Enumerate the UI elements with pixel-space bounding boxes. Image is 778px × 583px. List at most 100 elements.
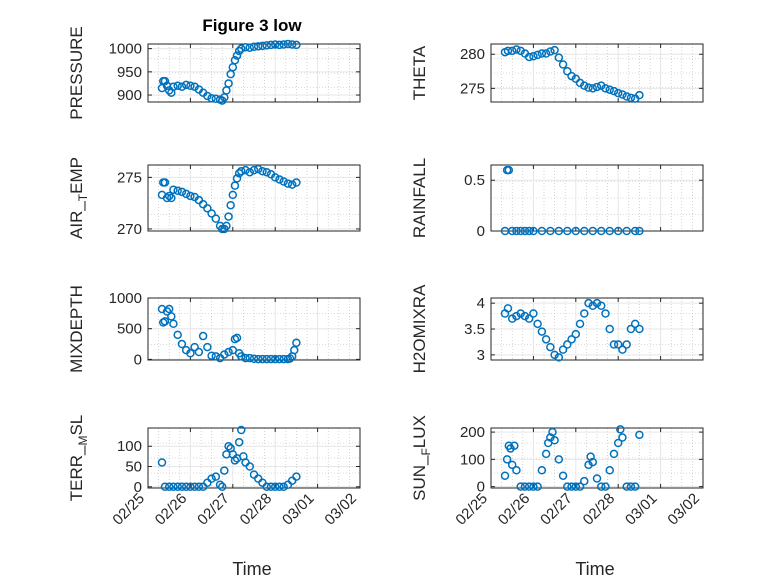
- data-point: [222, 221, 231, 231]
- data-point: [609, 340, 619, 349]
- y-tick-label: 0: [477, 479, 485, 496]
- data-point: [207, 351, 216, 360]
- x-tick-label: 02/28: [580, 490, 619, 529]
- y-tick-label: 3: [477, 347, 485, 364]
- data-point: [622, 482, 631, 491]
- data-point: [616, 425, 625, 434]
- data-point: [215, 480, 225, 490]
- data-point: [211, 472, 221, 481]
- data-point: [287, 476, 297, 485]
- data-point: [537, 49, 547, 58]
- data-point: [292, 178, 301, 187]
- x-tick-label: 02/25: [109, 490, 148, 529]
- data-point: [529, 52, 538, 61]
- data-point: [194, 347, 204, 357]
- data-point: [503, 304, 513, 313]
- data-point: [580, 309, 589, 318]
- axes-box: [490, 427, 704, 489]
- data-point: [177, 339, 187, 349]
- data-point: [613, 340, 623, 349]
- data-point: [224, 79, 233, 88]
- figure-title: Figure 3 low: [202, 16, 302, 35]
- data-point: [546, 342, 555, 352]
- data-point: [160, 178, 170, 187]
- data-point: [520, 311, 530, 321]
- data-point: [164, 191, 174, 201]
- data-point: [253, 474, 263, 483]
- data-point: [292, 40, 301, 50]
- data-point: [605, 226, 614, 236]
- y-axis-label: SUN_FLUX: [410, 415, 433, 501]
- y-tick-label: 3.5: [464, 321, 485, 338]
- data-point: [203, 91, 212, 101]
- data-point: [258, 41, 267, 51]
- data-point: [596, 482, 606, 491]
- data-point: [533, 319, 542, 329]
- data-point: [635, 324, 644, 334]
- data-point: [541, 449, 551, 459]
- y-tick-label: 275: [117, 169, 142, 186]
- x-tick-label: 03/02: [664, 490, 703, 529]
- y-axis-label: TERR_MSL: [67, 415, 90, 502]
- data-point: [635, 90, 644, 100]
- data-point: [283, 179, 293, 188]
- data-point: [601, 309, 610, 318]
- data-point: [157, 458, 167, 467]
- data-point: [524, 226, 534, 236]
- data-point: [524, 482, 534, 491]
- data-point: [622, 92, 631, 101]
- data-point: [524, 52, 534, 62]
- data-point: [234, 437, 244, 447]
- data-point: [241, 165, 250, 175]
- y-axis-label: PRESSURE: [67, 26, 86, 120]
- y-tick-label: 1000: [109, 290, 142, 307]
- data-point: [270, 173, 280, 182]
- subplot-theta: 275 280 THETA: [410, 43, 704, 103]
- data-point: [232, 174, 242, 183]
- data-point: [541, 335, 551, 344]
- data-point: [626, 93, 636, 103]
- data-point: [198, 199, 208, 209]
- data-point: [237, 352, 246, 361]
- data-point: [580, 226, 589, 236]
- data-point: [220, 466, 229, 475]
- data-point: [249, 354, 259, 364]
- data-point: [588, 226, 598, 236]
- data-point: [592, 298, 602, 308]
- axes-box: [490, 43, 704, 103]
- data-point: [245, 462, 255, 471]
- x-tick-label: 03/02: [321, 490, 360, 529]
- data-point: [609, 449, 619, 459]
- data-point: [596, 226, 606, 236]
- y-axis-label: RAINFALL: [410, 158, 429, 238]
- data-point: [162, 193, 172, 203]
- y-axis-label: AIR_TEMP: [67, 157, 90, 239]
- data-point: [270, 482, 280, 492]
- data-point: [167, 312, 176, 321]
- data-point: [613, 438, 623, 448]
- data-point: [173, 330, 182, 340]
- data-point: [234, 46, 244, 56]
- data-point: [262, 167, 271, 177]
- data-point: [266, 354, 276, 364]
- data-point: [563, 340, 572, 349]
- data-point: [198, 331, 208, 341]
- data-point: [253, 42, 263, 51]
- data-point: [537, 466, 547, 475]
- data-point: [605, 85, 614, 94]
- data-point: [177, 482, 187, 492]
- data-point: [181, 482, 191, 492]
- data-point: [575, 319, 585, 329]
- data-point: [563, 67, 572, 76]
- data-point: [237, 425, 246, 435]
- data-point: [586, 452, 595, 461]
- data-point: [173, 81, 182, 91]
- data-point: [626, 482, 636, 491]
- data-point: [502, 455, 512, 464]
- data-point: [167, 193, 176, 203]
- data-point: [520, 482, 530, 491]
- y-tick-label: 100: [460, 451, 485, 468]
- y-tick-label: 100: [117, 438, 142, 455]
- data-point: [504, 165, 514, 175]
